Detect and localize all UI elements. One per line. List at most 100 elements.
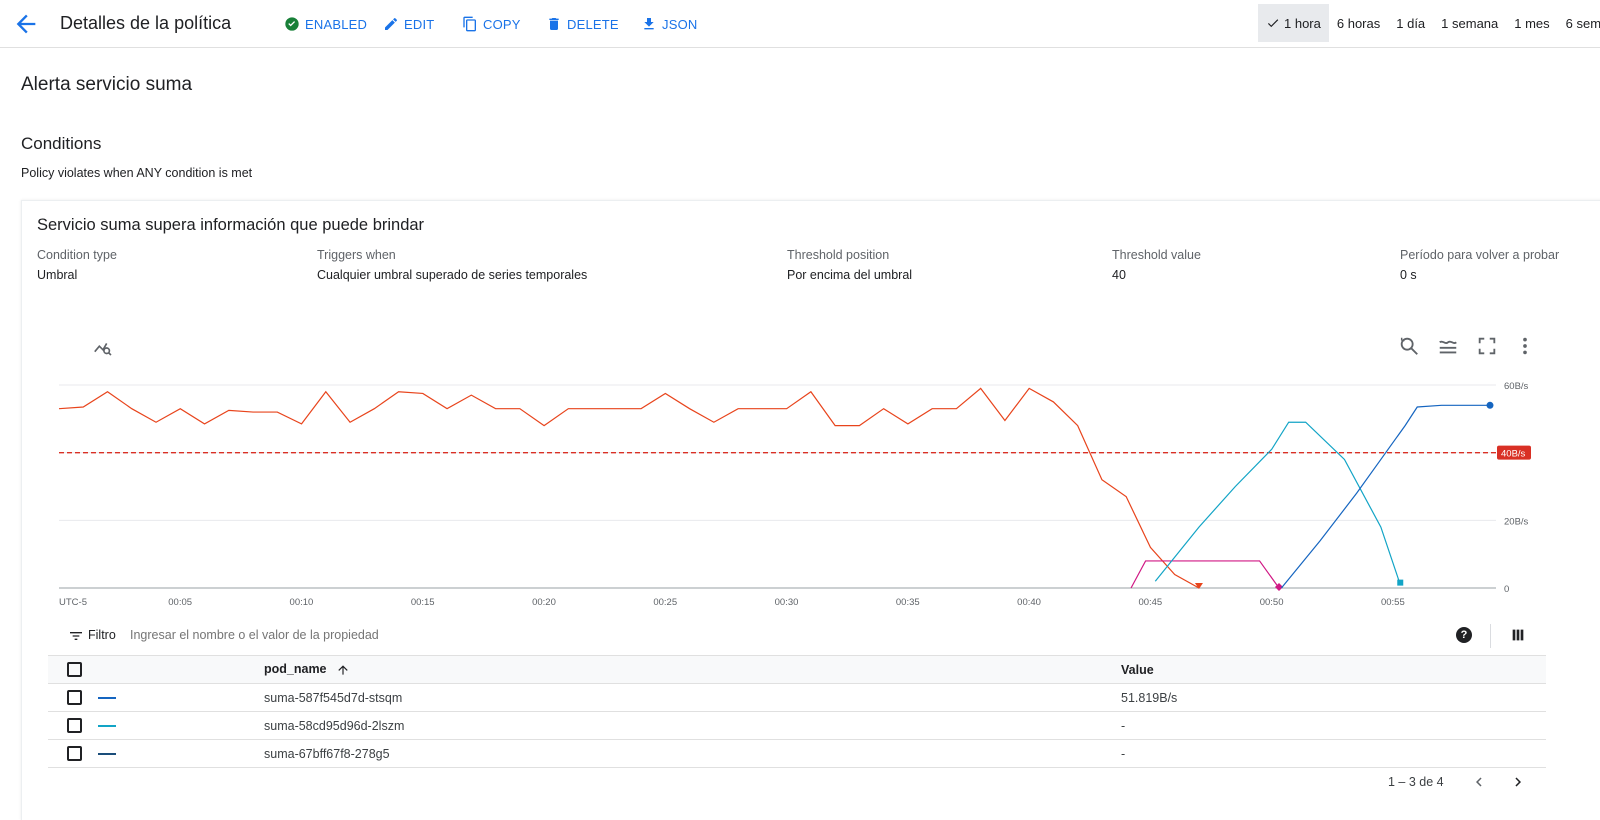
series-end-marker	[1194, 583, 1203, 589]
select-all-checkbox[interactable]	[67, 662, 82, 678]
filter-icon[interactable]	[68, 628, 84, 644]
enabled-toggle-button[interactable]: ENABLED	[284, 14, 367, 34]
prop-condition-type: Condition type Umbral	[37, 248, 117, 282]
check-circle-icon	[285, 17, 299, 31]
time-range-6h[interactable]: 6 horas	[1336, 15, 1381, 31]
x-tick-label: UTC-5	[59, 597, 87, 608]
condition-card	[21, 200, 1600, 820]
prop-retest-window: Período para volver a probar 0 s	[1400, 248, 1559, 282]
value-cell: -	[1121, 739, 1546, 768]
series-swatch-cell	[98, 739, 264, 768]
series-end-marker	[1397, 579, 1404, 586]
pod-name-cell: suma-58cd95d96d-2lszm	[264, 711, 1121, 740]
back-arrow-icon[interactable]	[12, 10, 40, 38]
prop-value: Cualquier umbral superado de series temp…	[317, 268, 588, 282]
x-tick-label: 00:30	[775, 597, 799, 608]
divider	[1490, 624, 1491, 648]
threshold-label: 40B/s	[1501, 449, 1526, 460]
prev-page-icon[interactable]	[1470, 773, 1488, 791]
series-line	[1280, 404, 1490, 589]
series-line	[1130, 560, 1280, 589]
pod-name-header[interactable]: pod_name	[264, 655, 1121, 684]
pod-name-cell: suma-587f545d7d-stsqm	[264, 683, 1121, 712]
y-tick-label: 20B/s	[1504, 516, 1529, 527]
series-swatch	[98, 725, 116, 728]
filter-label: Filtro	[88, 628, 116, 642]
time-range-6w[interactable]: 6 sem	[1565, 15, 1600, 31]
series-swatch-cell	[98, 711, 264, 740]
row-checkbox[interactable]	[67, 746, 82, 762]
table-row[interactable]: suma-67bff67f8-278g5 -	[48, 739, 1546, 768]
prop-value: Umbral	[37, 268, 78, 282]
pencil-icon	[385, 17, 398, 30]
time-range-1m[interactable]: 1 mes	[1514, 15, 1550, 31]
time-range-1w[interactable]: 1 semana	[1441, 15, 1499, 31]
x-tick-label: 00:40	[1017, 597, 1041, 608]
x-tick-label: 00:10	[290, 597, 314, 608]
x-tick-label: 00:50	[1260, 597, 1284, 608]
prop-label: Threshold position	[787, 248, 890, 262]
y-tick-label: 60B/s	[1504, 381, 1529, 392]
x-tick-label: 00:45	[1138, 597, 1162, 608]
sort-ascending-icon[interactable]	[336, 663, 350, 677]
prop-label: Condition type	[37, 248, 117, 262]
delete-button[interactable]: DELETE	[546, 14, 619, 34]
series-swatch-cell	[98, 683, 264, 712]
row-checkbox-cell	[48, 711, 98, 740]
pagination-range: 1 – 3 de 4	[1388, 775, 1444, 789]
value-cell: 51.819B/s	[1121, 683, 1546, 712]
column-selector-icon[interactable]	[1510, 627, 1526, 643]
edit-button[interactable]: EDIT	[383, 14, 434, 34]
threshold-badge	[1497, 445, 1531, 460]
next-page-icon[interactable]	[1509, 773, 1527, 791]
metric-chart[interactable]: 0 20B/s 40B/s 60B/s UTC-5 00:05 00:10 00:15 00:2…	[50, 370, 1550, 610]
swatch-header	[98, 655, 264, 684]
series-line	[1154, 421, 1401, 585]
table-row[interactable]: suma-58cd95d96d-2lszm -	[48, 711, 1546, 740]
json-download-button[interactable]: JSON	[641, 14, 697, 34]
pod-name-header-label: pod_name	[264, 662, 327, 677]
more-options-button[interactable]	[1514, 335, 1536, 362]
help-icon[interactable]: ?	[1456, 627, 1472, 643]
value-header[interactable]: Value	[1121, 655, 1546, 684]
x-tick-label: 00:15	[411, 597, 435, 608]
copy-button[interactable]: COPY	[462, 14, 521, 34]
x-tick-label: 00:55	[1381, 597, 1405, 608]
fullscreen-button[interactable]	[1476, 335, 1498, 362]
row-checkbox[interactable]	[67, 690, 82, 706]
delete-label: DELETE	[567, 16, 619, 32]
compare-button[interactable]	[1437, 335, 1459, 362]
table-row[interactable]: suma-587f545d7d-stsqm 51.819B/s	[48, 683, 1546, 712]
time-range-1h[interactable]: 1 hora	[1258, 4, 1329, 42]
check-icon	[1267, 19, 1279, 28]
download-icon	[644, 18, 654, 30]
filter-bar: Filtro ?	[48, 620, 1548, 652]
row-checkbox-cell	[48, 739, 98, 768]
x-tick-label: 00:35	[896, 597, 920, 608]
prop-value: 40	[1112, 268, 1126, 282]
prop-label: Threshold value	[1112, 248, 1201, 262]
series-swatch	[98, 753, 116, 756]
prop-value: Por encima del umbral	[787, 268, 913, 282]
prop-value: 0 s	[1400, 268, 1417, 282]
policy-name: Alerta servicio suma	[21, 74, 193, 95]
filter-input[interactable]	[130, 628, 530, 642]
table-header-row: pod_name Value	[48, 655, 1546, 684]
json-label: JSON	[662, 16, 698, 32]
row-checkbox-cell	[48, 683, 98, 712]
series-swatch	[98, 697, 116, 700]
x-tick-label: 00:25	[653, 597, 677, 608]
copy-label: COPY	[483, 16, 521, 32]
copy-icon	[463, 16, 476, 32]
time-range-1d[interactable]: 1 día	[1396, 15, 1426, 31]
y-tick-label: 0	[1504, 584, 1509, 595]
x-tick-label: 00:05	[168, 597, 192, 608]
prop-triggers-when: Triggers when Cualquier umbral superado …	[317, 248, 587, 282]
more-vert-icon	[1523, 337, 1527, 355]
reset-zoom-button[interactable]	[1398, 335, 1420, 362]
explore-chart-button[interactable]	[92, 337, 114, 364]
prop-threshold-value: Threshold value 40	[1112, 248, 1201, 282]
top-bar: Detalles de la política ENABLED EDIT COP…	[0, 0, 1600, 48]
row-checkbox[interactable]	[67, 718, 82, 734]
prop-threshold-position: Threshold position Por encima del umbral	[787, 248, 912, 282]
